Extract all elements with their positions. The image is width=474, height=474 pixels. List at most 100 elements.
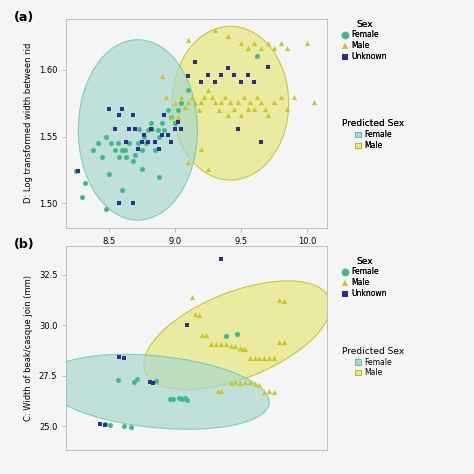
Point bbox=[129, 200, 137, 207]
Point bbox=[125, 125, 132, 132]
Point bbox=[214, 387, 222, 394]
Point bbox=[224, 111, 232, 119]
Point bbox=[72, 168, 80, 175]
Point bbox=[146, 378, 154, 385]
Point bbox=[217, 387, 225, 394]
Point bbox=[211, 78, 219, 86]
Point bbox=[131, 152, 139, 159]
Point bbox=[237, 379, 244, 386]
Point bbox=[280, 338, 287, 346]
Point bbox=[81, 180, 89, 187]
Point bbox=[125, 139, 132, 147]
Point bbox=[142, 139, 150, 147]
Point bbox=[270, 98, 278, 106]
Point bbox=[118, 105, 126, 112]
Point bbox=[171, 100, 179, 107]
Point bbox=[198, 98, 205, 106]
Point bbox=[246, 378, 254, 386]
Point bbox=[171, 119, 179, 127]
Point bbox=[102, 205, 110, 213]
Point bbox=[178, 125, 185, 132]
Ellipse shape bbox=[144, 281, 331, 390]
Point bbox=[167, 138, 175, 146]
Point bbox=[74, 168, 82, 175]
Point bbox=[127, 423, 135, 431]
Point bbox=[241, 378, 249, 386]
Ellipse shape bbox=[43, 354, 269, 429]
Point bbox=[283, 105, 291, 112]
Point bbox=[237, 111, 245, 119]
Point bbox=[116, 111, 123, 119]
Point bbox=[138, 165, 146, 173]
Point bbox=[227, 343, 234, 350]
Point bbox=[270, 388, 278, 396]
Point bbox=[244, 71, 251, 79]
Point bbox=[283, 45, 291, 52]
Point bbox=[264, 64, 271, 71]
Point bbox=[118, 186, 126, 194]
Point bbox=[241, 346, 249, 353]
Point bbox=[235, 98, 242, 106]
Point bbox=[221, 93, 229, 100]
Point bbox=[227, 379, 234, 386]
Point bbox=[101, 421, 109, 429]
Legend: Female, Male: Female, Male bbox=[340, 345, 406, 379]
Point bbox=[231, 378, 239, 385]
Point bbox=[224, 64, 232, 72]
Point bbox=[237, 39, 245, 47]
Point bbox=[198, 78, 205, 86]
Point bbox=[178, 100, 185, 107]
Point bbox=[257, 45, 264, 52]
Point bbox=[198, 331, 205, 339]
Ellipse shape bbox=[78, 40, 197, 220]
Point bbox=[114, 376, 121, 383]
Point bbox=[195, 106, 202, 114]
Point bbox=[178, 93, 185, 100]
Point bbox=[130, 378, 138, 385]
Point bbox=[235, 125, 242, 132]
Point bbox=[147, 119, 155, 127]
Point bbox=[255, 355, 263, 362]
Point bbox=[155, 133, 163, 140]
Point bbox=[161, 126, 168, 134]
Point bbox=[120, 422, 128, 430]
Point bbox=[89, 146, 97, 154]
Point bbox=[250, 105, 258, 112]
Point bbox=[231, 105, 238, 112]
Point bbox=[261, 105, 269, 112]
Point bbox=[152, 377, 160, 384]
Point bbox=[120, 354, 128, 362]
Point bbox=[275, 296, 283, 304]
Point bbox=[148, 125, 156, 132]
Point bbox=[145, 138, 152, 146]
Point bbox=[164, 106, 172, 114]
Point bbox=[244, 45, 251, 52]
Point bbox=[251, 355, 258, 362]
Point bbox=[237, 78, 245, 86]
Point bbox=[167, 113, 175, 120]
Point bbox=[222, 340, 229, 348]
Point bbox=[215, 106, 222, 114]
Point bbox=[188, 93, 196, 100]
Point bbox=[138, 138, 146, 146]
Point bbox=[270, 45, 278, 52]
Point bbox=[122, 138, 130, 146]
Point bbox=[257, 138, 264, 146]
Point bbox=[234, 330, 241, 338]
Point bbox=[265, 355, 273, 362]
Point bbox=[231, 71, 238, 79]
Point bbox=[184, 86, 192, 93]
Point bbox=[261, 388, 268, 396]
Point bbox=[277, 93, 284, 100]
Point bbox=[224, 33, 232, 40]
Point bbox=[134, 145, 142, 153]
Point bbox=[275, 338, 283, 346]
Point bbox=[147, 125, 155, 132]
Point bbox=[175, 394, 183, 401]
Point bbox=[116, 354, 123, 361]
Point bbox=[164, 131, 172, 139]
Point bbox=[184, 158, 192, 166]
Point bbox=[182, 394, 189, 401]
Point bbox=[208, 340, 215, 348]
Point bbox=[101, 420, 109, 428]
